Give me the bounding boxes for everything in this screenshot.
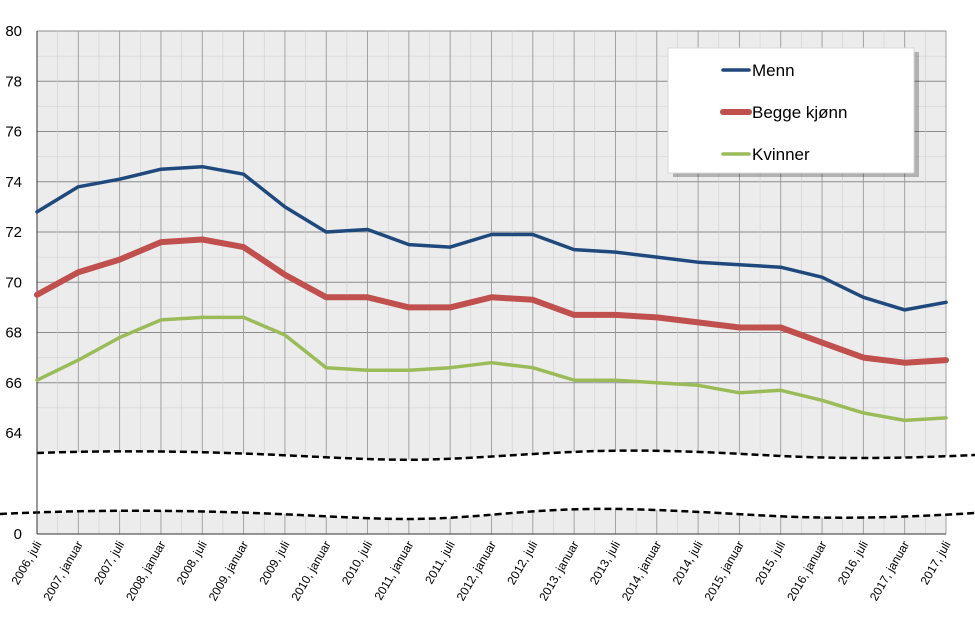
x-tick-label: 2009, januar [206,539,251,604]
x-tick-label: 2013, januar [536,539,581,604]
x-tick-label: 2011, juli [422,539,458,587]
legend-box [667,47,915,174]
y-tick-label: 68 [5,325,22,342]
series-line-menn [35,164,948,312]
x-tick-label: 2011, januar [371,539,416,603]
axes [36,31,946,535]
legend-label: Menn [752,61,795,80]
x-tick-label: 2007, juli [91,539,127,588]
y-tick-label: 78 [5,73,22,90]
x-tick-label: 2012, januar [454,539,499,604]
y-tick-labels: 0 64 66 68 70 72 74 76 78 80 [5,23,22,543]
x-tick-label: 2014, juli [670,539,706,588]
y-tick-label: 64 [5,425,22,442]
x-tick-label: 2008, juli [174,539,210,588]
x-tick-label: 2014, januar [619,539,664,604]
x-tick-label: 2017, januar [867,539,912,604]
x-tick-label: 2010, juli [339,539,375,588]
y-tick-label: 0 [14,526,22,543]
y-tick-label: 72 [5,224,22,241]
x-tick-label: 2009, juli [256,539,292,588]
y-tick-label: 74 [5,174,22,191]
y-tick-label: 70 [5,274,22,291]
break-line-top [36,449,975,461]
y-tick-label: 76 [5,124,22,141]
x-tick-label: 2012, juli [504,539,540,588]
x-tick-label: 2016, januar [784,539,829,604]
break-line-bottom [0,507,975,521]
series-line-begge-kjonn [34,236,949,366]
y-tick-label: 66 [5,375,22,392]
legend-label: Kvinner [752,145,810,164]
x-tick-label: 2006, juli [8,539,44,588]
x-tick-label: 2015, januar [702,539,747,604]
series-line-kvinner [35,315,948,423]
x-tick-label: 2013, juli [587,539,623,588]
series-lines [34,164,949,423]
y-tick-label: 80 [5,23,22,40]
x-tick-label: 2015, juli [752,539,788,588]
x-tick-label: 2007, januar [40,539,85,604]
legend-label: Begge kjønn [752,103,847,122]
axis-break [0,449,975,521]
x-tick-label: 2016, juli [835,539,871,588]
x-tick-label: 2010, januar [288,539,333,604]
x-tick-label: 2017, juli [917,539,953,588]
x-tick-label: 2008, januar [123,539,168,604]
break-gap [0,450,975,520]
legend: Menn Begge kjønn Kvinner [667,47,919,177]
